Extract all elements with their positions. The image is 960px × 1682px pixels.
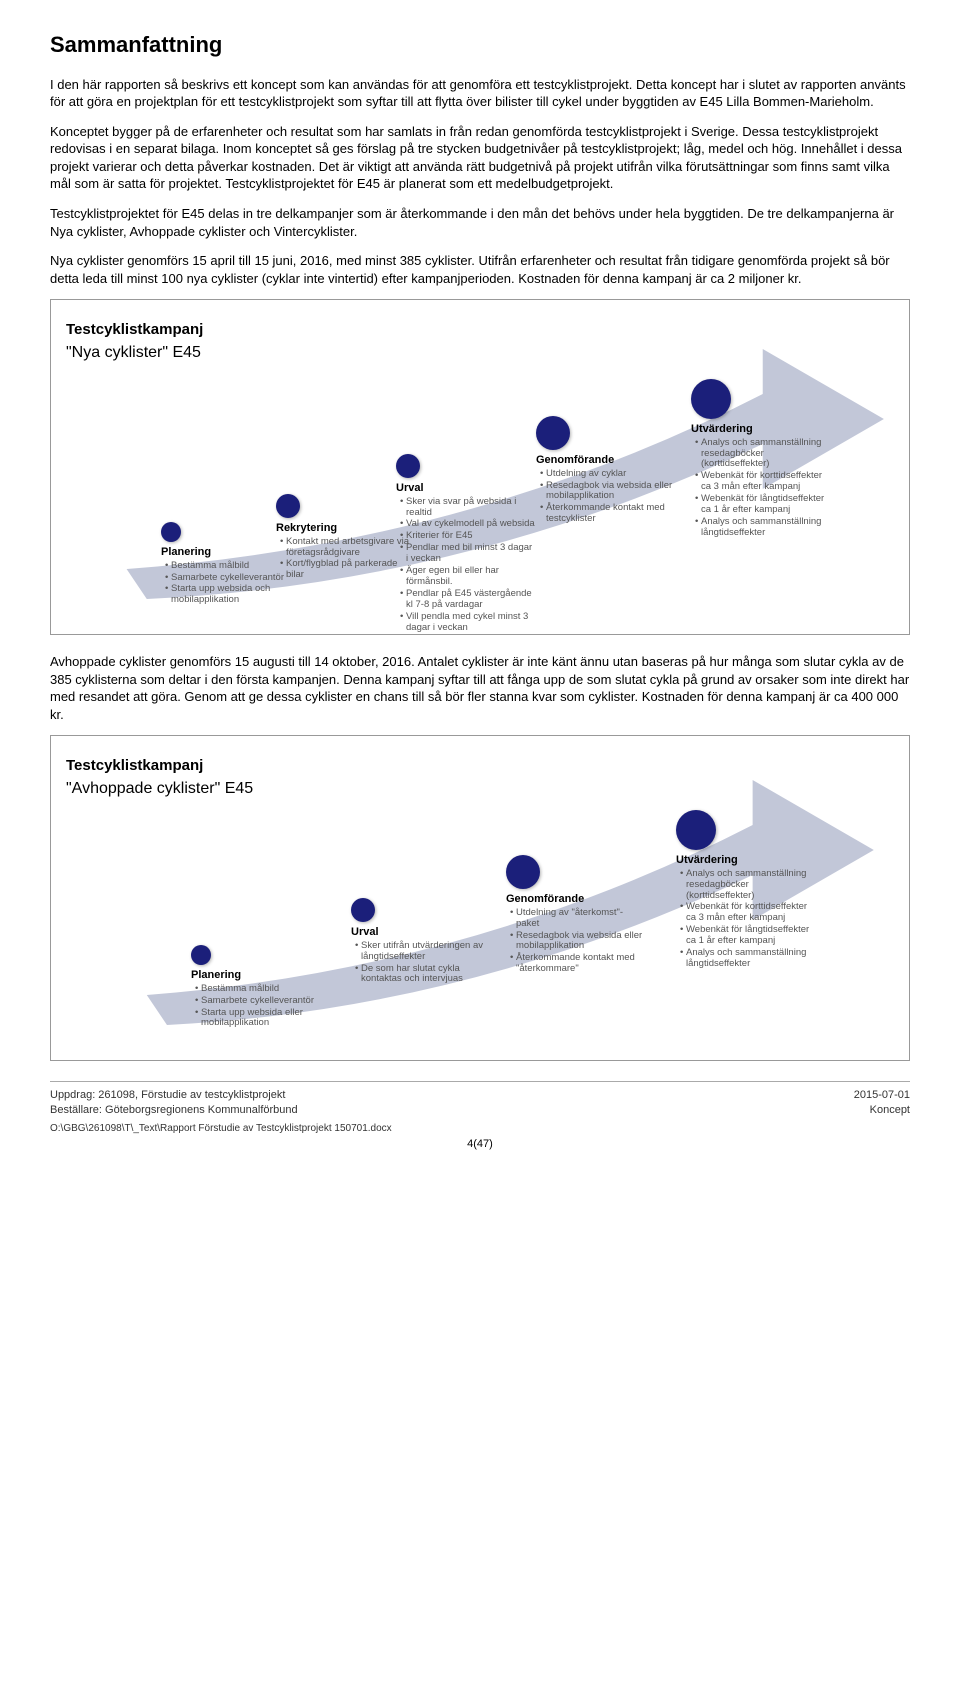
stage-item: Återkommande kontakt med "återkommare" xyxy=(510,953,646,975)
stage-item: Analys och sammanställning långtidseffek… xyxy=(695,517,831,539)
stage-item: Resedagbok via websida eller mobilapplik… xyxy=(510,931,646,953)
stage-items: Analys och sammanställning resedagböcker… xyxy=(676,869,816,970)
stage-items: Sker via svar på websida i realtidVal av… xyxy=(396,497,536,634)
diagram-avhoppade-cyklister: Testcyklistkampanj "Avhoppade cyklister"… xyxy=(50,735,910,1061)
footer-bestallare: Beställare: Göteborgsregionens Kommunalf… xyxy=(50,1103,392,1118)
stage-item: Pendlar med bil minst 3 dagar i veckan xyxy=(400,543,536,565)
stage-dot xyxy=(351,898,375,922)
stage-item: Vill pendla med cykel minst 3 dagar i ve… xyxy=(400,612,536,634)
stage-item: Analys och sammanställning långtidseffek… xyxy=(680,948,816,970)
stage-title: Genomförande xyxy=(536,454,676,467)
stage-title: Utvärdering xyxy=(676,854,816,867)
stage-item: Utdelning av cyklar xyxy=(540,469,676,480)
stage-items: Utdelning av "återkomst"-paketResedagbok… xyxy=(506,908,646,976)
stage-title: Planering xyxy=(191,969,331,982)
stage-genomförande: Genomförande Utdelning av "återkomst"-pak… xyxy=(506,855,646,976)
stage-items: Sker utifrån utvärderingen av långtidsef… xyxy=(351,941,491,986)
stage-dot xyxy=(536,416,570,450)
diagram-nya-cyklister: Testcyklistkampanj "Nya cyklister" E45 P… xyxy=(50,299,910,635)
stage-dot xyxy=(396,454,420,478)
stage-rekrytering: Rekrytering Kontakt med arbetsgivare via … xyxy=(276,494,416,582)
body-paragraph: Nya cyklister genomförs 15 april till 15… xyxy=(50,252,910,287)
stage-dot xyxy=(691,379,731,419)
body-paragraph: I den här rapporten så beskrivs ett konc… xyxy=(50,76,910,111)
stage-item: Återkommande kontakt med testcyklister xyxy=(540,503,676,525)
stage-item: Webenkät för korttidseffekter ca 3 mån e… xyxy=(680,902,816,924)
stage-title: Urval xyxy=(351,926,491,939)
stage-item: Resedagbok via websida eller mobilapplik… xyxy=(540,481,676,503)
stage-title: Urval xyxy=(396,482,536,495)
stage-items: Kontakt med arbetsgivare via företagsråd… xyxy=(276,537,416,582)
body-paragraph: Avhoppade cyklister genomförs 15 augusti… xyxy=(50,653,910,723)
stage-item: Sker utifrån utvärderingen av långtidsef… xyxy=(355,941,491,963)
stage-item: Analys och sammanställning resedagböcker… xyxy=(680,869,816,902)
stage-item: Pendlar på E45 västergående kl 7-8 på va… xyxy=(400,589,536,611)
footer-type: Koncept xyxy=(854,1103,910,1118)
stage-item: De som har slutat cykla kontaktas och in… xyxy=(355,964,491,986)
stage-items: Utdelning av cyklarResedagbok via websid… xyxy=(536,469,676,526)
page-number: 4(47) xyxy=(50,1137,910,1152)
stage-planering: Planering Bestämma målbildSamarbete cykel… xyxy=(191,945,331,1030)
page-footer: Uppdrag: 261098, Förstudie av testcyklis… xyxy=(50,1081,910,1135)
stage-item: Samarbete cykelleverantör xyxy=(195,996,331,1007)
stage-item: Utdelning av "återkomst"-paket xyxy=(510,908,646,930)
stage-item: Sker via svar på websida i realtid xyxy=(400,497,536,519)
stage-item: Webenkät för korttidseffekter ca 3 mån e… xyxy=(695,471,831,493)
stage-title: Rekrytering xyxy=(276,522,416,535)
stage-items: Bestämma målbildSamarbete cykelleverantö… xyxy=(191,984,331,1030)
footer-uppdrag: Uppdrag: 261098, Förstudie av testcyklis… xyxy=(50,1088,392,1103)
stage-dot xyxy=(676,810,716,850)
stage-item: Bestämma målbild xyxy=(195,984,331,995)
body-paragraph: Testcyklistprojektet för E45 delas in tr… xyxy=(50,205,910,240)
stage-dot xyxy=(506,855,540,889)
stage-urval: UrvalSker via svar på websida i realtidV… xyxy=(396,454,536,635)
stage-item: Webenkät för långtidseffekter ca 1 år ef… xyxy=(695,494,831,516)
stage-item: Kriterier för E45 xyxy=(400,531,536,542)
stage-item: Webenkät för långtidseffekter ca 1 år ef… xyxy=(680,925,816,947)
stage-genomförande: Genomförande Utdelning av cyklarResedagbo… xyxy=(536,416,676,526)
stage-title: Utvärdering xyxy=(691,423,831,436)
stage-dot xyxy=(191,945,211,965)
stage-utvärdering: Utvärdering Analys och sammanställning re… xyxy=(691,379,831,540)
stage-item: Analys och sammanställning resedagböcker… xyxy=(695,438,831,471)
footer-date: 2015-07-01 xyxy=(854,1088,910,1103)
stage-title: Genomförande xyxy=(506,893,646,906)
stage-utvärdering: Utvärdering Analys och sammanställning re… xyxy=(676,810,816,971)
stage-item: Starta upp websida och mobilapplikation xyxy=(165,584,301,606)
page-title: Sammanfattning xyxy=(50,30,910,60)
footer-path: O:\GBG\261098\T\_Text\Rapport Förstudie … xyxy=(50,1122,392,1136)
stage-item: Starta upp websida eller mobilapplikatio… xyxy=(195,1008,331,1030)
stage-item: Val av cykelmodell på websida xyxy=(400,519,536,530)
body-paragraph: Konceptet bygger på de erfarenheter och … xyxy=(50,123,910,193)
stage-dot xyxy=(276,494,300,518)
stage-items: Analys och sammanställning resedagböcker… xyxy=(691,438,831,539)
stage-dot xyxy=(161,522,181,542)
stage-item: Äger egen bil eller har förmånsbil. xyxy=(400,566,536,588)
stage-urval: Urval Sker utifrån utvärderingen av långt… xyxy=(351,898,491,986)
